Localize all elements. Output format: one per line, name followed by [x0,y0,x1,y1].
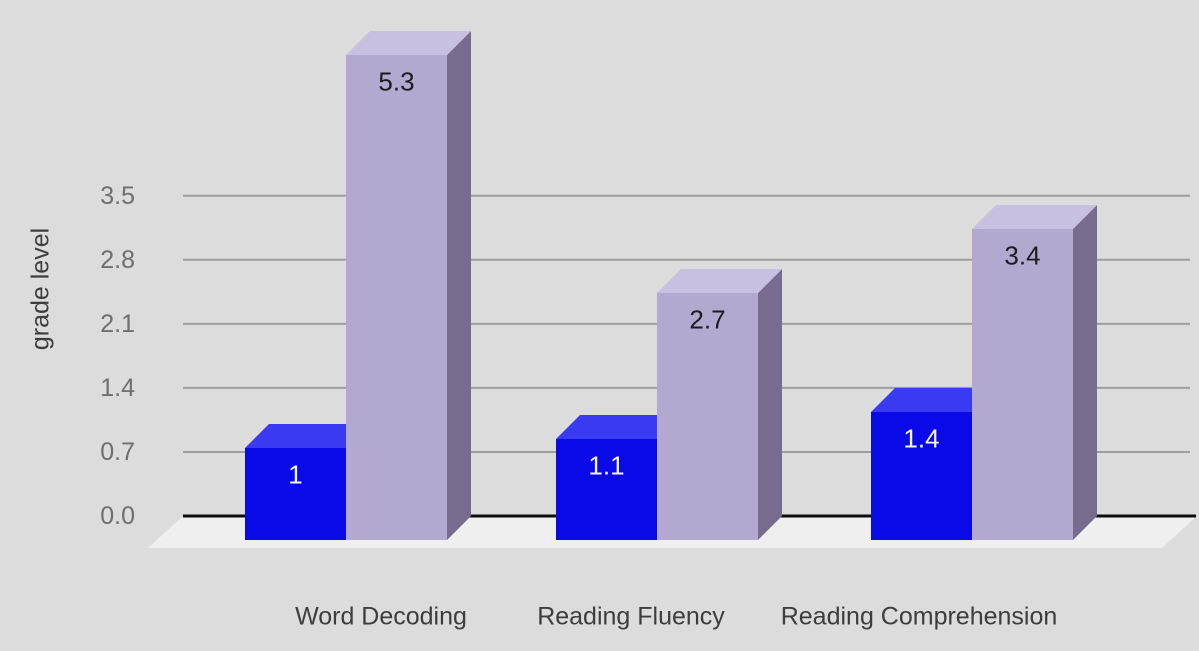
bar-purple-front[interactable] [972,229,1073,540]
bar-purple-top[interactable] [972,205,1097,229]
bar-value-label: 3.4 [1004,240,1041,271]
bar-blue-front[interactable] [245,448,346,540]
y-tick-label: 2.8 [100,245,135,274]
y-axis-title: grade level [26,227,55,351]
y-tick-label: 2.1 [100,309,135,338]
bar-blue-top[interactable] [245,424,370,448]
category-label: Reading Fluency [537,602,725,631]
y-tick-label: 0.0 [100,502,135,530]
bar-value-label: 2.7 [689,304,726,335]
y-tick-label: 3.5 [100,181,135,210]
bar-purple-top[interactable] [346,31,471,55]
y-tick-label: 0.7 [100,437,135,466]
bar-value-label: 1 [288,459,303,490]
bar-value-label: 5.3 [378,66,415,97]
bar-purple-side[interactable] [758,269,782,540]
category-label: Word Decoding [295,602,467,631]
bar-blue-top[interactable] [556,415,681,439]
bar-purple-front[interactable] [657,293,758,540]
y-tick-label: 1.4 [100,373,135,402]
bar-blue-top[interactable] [871,388,996,412]
bar-value-label: 1.1 [588,450,625,481]
category-label: Reading Comprehension [780,602,1058,631]
bar-blue-front[interactable] [556,439,657,540]
bar-purple-front[interactable] [346,55,447,540]
bar-blue-front[interactable] [871,412,972,540]
bar-purple-side[interactable] [1073,205,1097,540]
bar-purple-side[interactable] [447,31,471,540]
bar-value-label: 1.4 [903,423,940,454]
bar-purple-top[interactable] [657,269,782,293]
